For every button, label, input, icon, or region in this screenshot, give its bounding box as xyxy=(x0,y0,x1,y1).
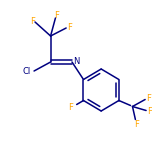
Text: F: F xyxy=(147,94,151,103)
Text: F: F xyxy=(148,107,152,116)
Text: Cl: Cl xyxy=(22,67,30,76)
Text: F: F xyxy=(68,103,73,112)
Text: F: F xyxy=(54,12,59,21)
Text: F: F xyxy=(134,120,139,129)
Text: F: F xyxy=(68,24,73,33)
Text: N: N xyxy=(73,57,79,66)
Text: F: F xyxy=(30,17,35,26)
